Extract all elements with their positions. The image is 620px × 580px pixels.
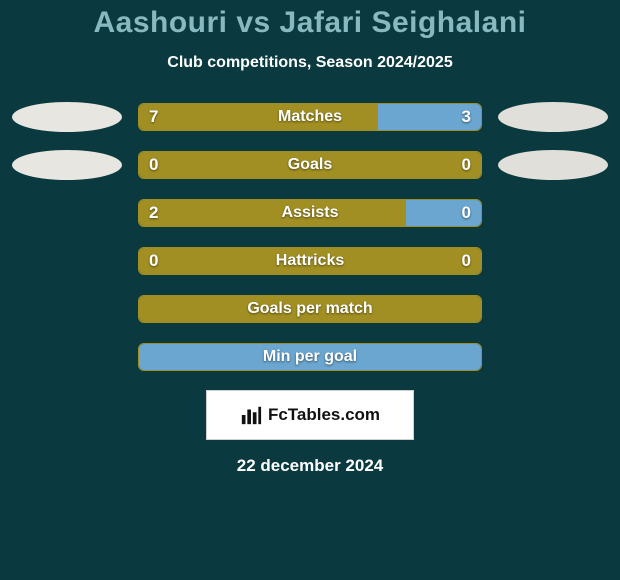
stat-bar-goals: 0 Goals 0 xyxy=(138,151,482,179)
bar-fill-left xyxy=(139,104,378,130)
stat-bar-hattricks: 0 Hattricks 0 xyxy=(138,247,482,275)
bars-icon xyxy=(240,404,262,426)
stat-rows: 7 Matches 3 0 Goals 0 2 Assist xyxy=(0,102,620,372)
row-spacer xyxy=(498,198,608,228)
stat-label: Goals xyxy=(288,156,332,174)
stat-bar-goals-per-match: Goals per match xyxy=(138,295,482,323)
infographic-root: Aashouri vs Jafari Seighalani Club compe… xyxy=(0,0,620,580)
stat-value-right: 0 xyxy=(462,251,471,271)
stat-value-left: 7 xyxy=(149,107,158,127)
row-spacer xyxy=(498,246,608,276)
page-subtitle: Club competitions, Season 2024/2025 xyxy=(0,54,620,72)
row-spacer xyxy=(12,246,122,276)
row-spacer xyxy=(498,342,608,372)
stat-row: 0 Hattricks 0 xyxy=(0,246,620,276)
stat-label: Matches xyxy=(278,108,342,126)
stat-value-right: 3 xyxy=(462,107,471,127)
stat-row: Goals per match xyxy=(0,294,620,324)
row-spacer xyxy=(12,294,122,324)
page-title: Aashouri vs Jafari Seighalani xyxy=(0,6,620,40)
stat-bar-assists: 2 Assists 0 xyxy=(138,199,482,227)
stat-value-right: 0 xyxy=(462,155,471,175)
stat-label: Assists xyxy=(282,204,339,222)
row-spacer xyxy=(12,342,122,372)
stat-value-left: 0 xyxy=(149,155,158,175)
stat-label: Goals per match xyxy=(247,300,372,318)
player-right-marker xyxy=(498,102,608,132)
row-spacer xyxy=(498,294,608,324)
player-left-marker xyxy=(12,150,122,180)
stat-row: Min per goal xyxy=(0,342,620,372)
stat-value-left: 0 xyxy=(149,251,158,271)
bar-fill-left xyxy=(139,200,406,226)
stat-label: Min per goal xyxy=(263,348,357,366)
player-left-marker xyxy=(12,102,122,132)
player-right-marker xyxy=(498,150,608,180)
source-badge-text: FcTables.com xyxy=(268,405,380,425)
stat-row: 7 Matches 3 xyxy=(0,102,620,132)
stat-value-right: 0 xyxy=(462,203,471,223)
source-badge: FcTables.com xyxy=(206,390,414,440)
stat-bar-matches: 7 Matches 3 xyxy=(138,103,482,131)
stat-value-left: 2 xyxy=(149,203,158,223)
stat-row: 0 Goals 0 xyxy=(0,150,620,180)
generated-date: 22 december 2024 xyxy=(0,456,620,476)
stat-label: Hattricks xyxy=(276,252,344,270)
row-spacer xyxy=(12,198,122,228)
stat-bar-min-per-goal: Min per goal xyxy=(138,343,482,371)
stat-row: 2 Assists 0 xyxy=(0,198,620,228)
